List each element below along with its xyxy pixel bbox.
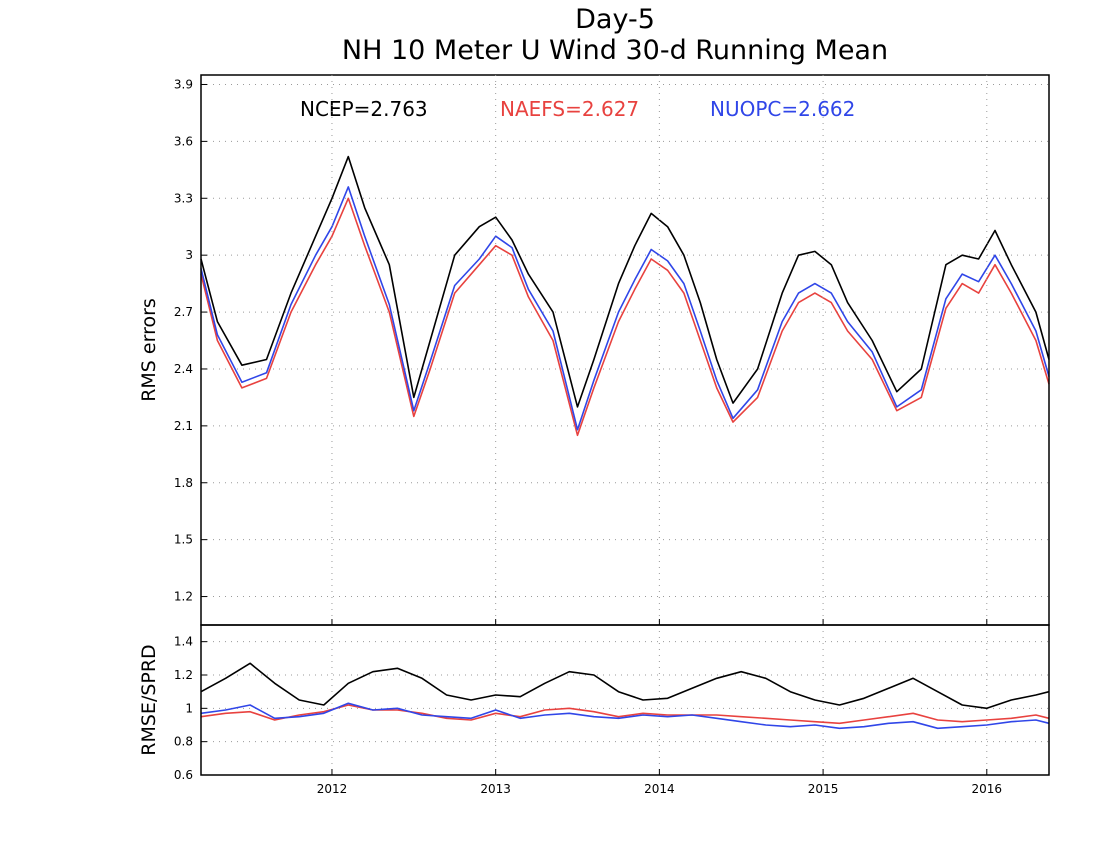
series-line-ratio-1 bbox=[200, 704, 1050, 725]
y-tick-label: 3.9 bbox=[174, 77, 193, 91]
y-tick-label: 3.3 bbox=[174, 191, 193, 205]
y-tick-label: 1 bbox=[185, 701, 193, 715]
x-tick-label: 2013 bbox=[480, 782, 511, 796]
y-tick-label: 1.8 bbox=[174, 476, 193, 490]
bottom-panel: 0.6 0.8 1 1.2 1.4 2012 2013 2014 2015 2016 bbox=[174, 75, 1050, 796]
legend-nuopc: NUOPC=2.662 bbox=[710, 97, 855, 121]
legend-naefs: NAEFS=2.627 bbox=[500, 97, 639, 121]
y-tick-label: 0.6 bbox=[174, 768, 193, 782]
plot-frame bbox=[200, 74, 1050, 626]
x-tick-label: 2012 bbox=[317, 782, 348, 796]
y-tick-label: 1.2 bbox=[174, 590, 193, 604]
y-tick-label: 0.8 bbox=[174, 735, 193, 749]
legend-ncep: NCEP=2.763 bbox=[300, 97, 428, 121]
series-line-ratio-0 bbox=[200, 662, 1050, 710]
top-y-axis-label: RMS errors bbox=[138, 298, 160, 402]
series-line-ncep bbox=[200, 155, 1050, 408]
y-tick-label: 2.1 bbox=[174, 419, 193, 433]
x-tick-label: 2016 bbox=[972, 782, 1003, 796]
chart-title: Day-5 bbox=[575, 4, 655, 35]
top-panel: 1.2 1.5 1.8 2.1 2.4 2.7 3 3.3 3.6 3.9 bbox=[174, 74, 1050, 626]
y-tick-label: 2.4 bbox=[174, 362, 193, 376]
y-tick-label: 2.7 bbox=[174, 305, 193, 319]
series-line-nuopc bbox=[200, 186, 1050, 431]
y-tick-label: 3.6 bbox=[174, 134, 193, 148]
y-tick-label: 1.4 bbox=[174, 635, 193, 649]
x-tick-label: 2014 bbox=[644, 782, 675, 796]
y-tick-label: 1.2 bbox=[174, 668, 193, 682]
series-line-ratio-2 bbox=[200, 702, 1050, 730]
y-tick-label: 1.5 bbox=[174, 533, 193, 547]
chart-subtitle: NH 10 Meter U Wind 30-d Running Mean bbox=[342, 35, 888, 66]
x-tick-label: 2015 bbox=[808, 782, 839, 796]
y-tick-label: 3 bbox=[185, 248, 193, 262]
bottom-y-axis-label: RMSE/SPRD bbox=[138, 644, 160, 755]
series-line-naefs bbox=[200, 197, 1050, 437]
plot-frame bbox=[200, 624, 1050, 776]
